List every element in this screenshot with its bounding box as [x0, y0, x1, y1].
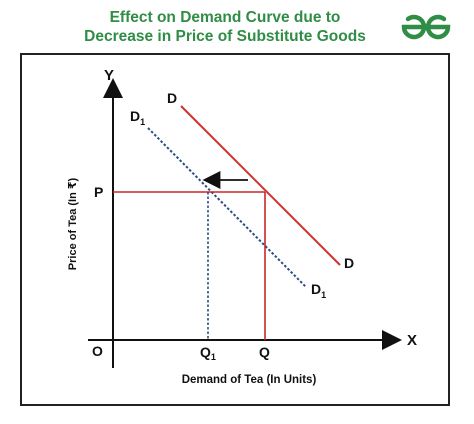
title-line-1: Effect on Demand Curve due to — [109, 9, 341, 26]
x-axis-letter: X — [407, 332, 417, 349]
shifted-curve-label-top: D1 — [130, 108, 145, 127]
q-label: Q — [259, 344, 270, 360]
y-axis-letter: Y — [104, 67, 114, 84]
x-axis-title: Demand of Tea (In Units) — [182, 374, 317, 386]
shifted-demand-curve — [147, 127, 307, 288]
original-curve-label-bottom: D — [344, 255, 354, 271]
price-label: P — [94, 184, 103, 200]
diagram-frame — [20, 53, 450, 406]
original-curve-label-top: D — [167, 90, 177, 106]
title-line-2: Decrease in Price of Substitute Goods — [84, 28, 366, 45]
original-demand-curve — [180, 105, 341, 266]
page-title: Effect on Demand Curve due to Decrease i… — [40, 8, 410, 46]
y-axis-title: Price of Tea (In ₹) — [67, 177, 79, 270]
q1-label: Q1 — [200, 344, 216, 362]
shifted-curve-label-bottom: D1 — [311, 281, 326, 300]
geeksforgeeks-logo-icon — [401, 14, 451, 40]
origin-label: O — [92, 343, 103, 359]
